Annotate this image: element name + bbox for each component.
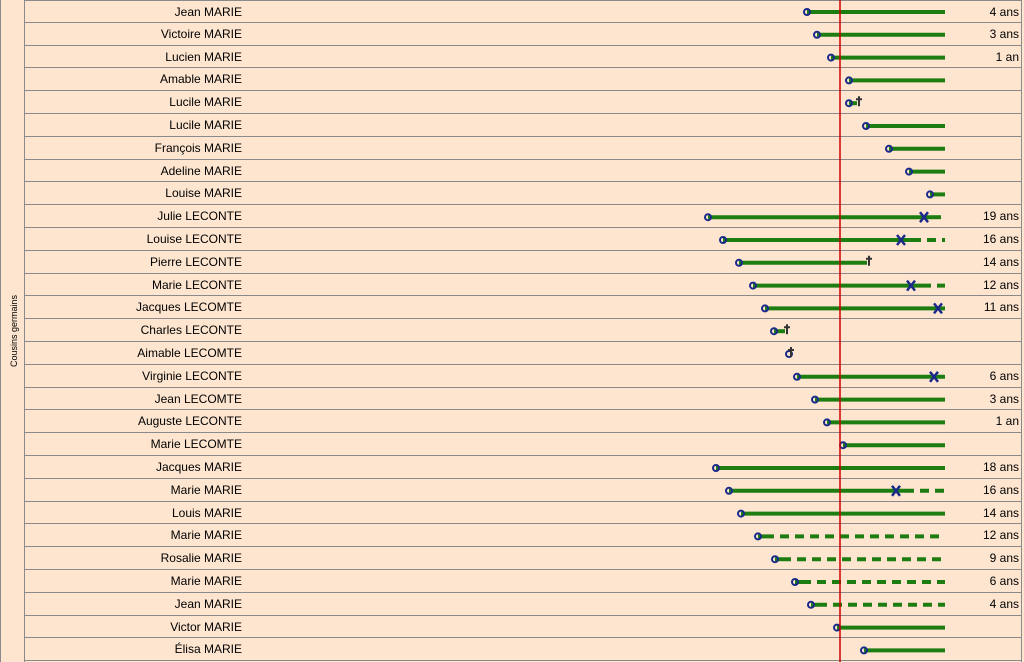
person-name: Marie LECONTE xyxy=(151,277,242,292)
person-row[interactable]: Lucile MARIE xyxy=(25,91,1022,114)
person-name: Lucile MARIE xyxy=(169,117,242,132)
person-name: Jean MARIE xyxy=(174,596,242,611)
age-label: 11 ans xyxy=(983,300,1019,315)
person-row[interactable]: Louis MARIE 14 ans xyxy=(25,502,1022,525)
person-name: Jacques LECOMTE xyxy=(135,300,242,315)
person-name: Amable MARIE xyxy=(159,72,242,87)
person-row[interactable]: Pierre LECONTE 14 ans xyxy=(25,251,1022,274)
person-name: Jean MARIE xyxy=(174,5,242,19)
person-row[interactable]: Julie LECONTE 19 ans xyxy=(25,205,1022,228)
age-label: 16 ans xyxy=(982,231,1019,246)
person-row[interactable]: Auguste LECONTE 1 an xyxy=(25,410,1022,434)
age-label: 14 ans xyxy=(982,505,1019,520)
person-row[interactable]: Lucile MARIE xyxy=(25,114,1022,137)
age-label: 16 ans xyxy=(982,482,1019,497)
person-name: Julie LECONTE xyxy=(157,209,242,224)
person-row[interactable]: Marie MARIE 16 ans xyxy=(25,479,1022,502)
age-label: 3 ans xyxy=(989,391,1019,406)
person-row[interactable]: Adeline MARIE xyxy=(25,160,1022,183)
right-border xyxy=(1021,0,1022,662)
person-row[interactable]: Lucien MARIE 1 an xyxy=(25,46,1022,69)
person-name: François MARIE xyxy=(154,140,242,155)
age-label: 19 ans xyxy=(982,209,1019,224)
person-name: Marie MARIE xyxy=(170,528,242,543)
person-name: Marie LECOMTE xyxy=(150,437,242,452)
person-name: Virginie LECONTE xyxy=(142,368,242,383)
age-label: 4 ans xyxy=(989,5,1019,19)
person-row[interactable]: Louise LECONTE 16 ans xyxy=(25,228,1022,251)
person-row[interactable]: Jean LECOMTE 3 ans xyxy=(25,388,1022,411)
age-label: 12 ans xyxy=(982,277,1019,292)
person-name: Lucile MARIE xyxy=(169,95,242,110)
person-name: Victoire MARIE xyxy=(160,26,242,41)
age-label: 3 ans xyxy=(989,26,1019,41)
person-name: Adeline MARIE xyxy=(160,163,242,178)
age-label: 9 ans xyxy=(989,551,1019,566)
age-label: 6 ans xyxy=(989,368,1019,383)
age-label: 14 ans xyxy=(982,254,1019,269)
person-name: Jean LECOMTE xyxy=(154,391,242,406)
person-name: Marie MARIE xyxy=(170,482,242,497)
person-row[interactable]: Marie LECOMTE xyxy=(25,433,1022,456)
person-row[interactable]: Louise MARIE xyxy=(25,182,1022,206)
person-name: Jacques MARIE xyxy=(155,459,242,474)
person-name: Rosalie MARIE xyxy=(160,551,242,566)
person-name: Louise MARIE xyxy=(165,186,242,201)
group-column: Cousins germains xyxy=(0,0,25,662)
person-row[interactable]: François MARIE xyxy=(25,137,1022,160)
person-name: Auguste LECONTE xyxy=(137,414,242,429)
person-row[interactable]: Marie MARIE 12 ans xyxy=(25,524,1022,548)
person-row[interactable]: Amable MARIE xyxy=(25,68,1022,92)
person-row[interactable]: Jean MARIE 4 ans xyxy=(25,593,1022,616)
person-name: Pierre LECONTE xyxy=(149,254,242,269)
person-row[interactable]: Marie LECONTE 12 ans xyxy=(25,274,1022,297)
age-label: 6 ans xyxy=(989,573,1019,588)
age-label: 4 ans xyxy=(989,596,1019,611)
person-row[interactable]: Jacques MARIE 18 ans xyxy=(25,456,1022,479)
age-label: 1 an xyxy=(995,414,1019,429)
person-row[interactable]: Virginie LECONTE 6 ans xyxy=(25,365,1022,388)
person-name: Victor MARIE xyxy=(170,619,242,634)
person-name: Louise LECONTE xyxy=(146,231,242,246)
age-label: 12 ans xyxy=(982,528,1019,543)
person-name: Lucien MARIE xyxy=(165,49,242,64)
person-name: Louis MARIE xyxy=(171,505,242,520)
person-row[interactable]: Jean MARIE 4 ans xyxy=(25,0,1022,23)
person-row[interactable]: Élisa MARIE xyxy=(25,638,1022,662)
age-label: 1 an xyxy=(995,49,1019,64)
age-label: 18 ans xyxy=(982,459,1019,474)
person-row[interactable]: Victor MARIE xyxy=(25,616,1022,639)
person-row[interactable]: Jacques LECOMTE 11 ans xyxy=(25,296,1022,320)
person-name: Charles LECONTE xyxy=(140,323,242,338)
person-row[interactable]: Marie MARIE 6 ans xyxy=(25,570,1022,593)
person-row[interactable]: Charles LECONTE xyxy=(25,319,1022,342)
person-name: Marie MARIE xyxy=(170,573,242,588)
group-label: Cousins germains xyxy=(9,294,19,368)
person-row[interactable]: Rosalie MARIE 9 ans xyxy=(25,547,1022,570)
person-row[interactable]: Victoire MARIE 3 ans xyxy=(25,23,1022,46)
person-row[interactable]: Aimable LECOMTE xyxy=(25,342,1022,365)
rows-container: Jean MARIE 4 ans Victoire MARIE 3 ans Lucien… xyxy=(25,0,1022,662)
person-name: Élisa MARIE xyxy=(174,642,242,657)
person-name: Aimable LECOMTE xyxy=(137,345,242,360)
